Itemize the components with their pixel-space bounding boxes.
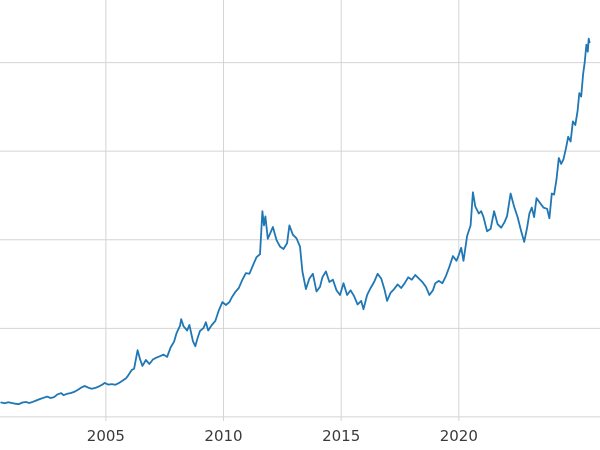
price-line-series [0, 37, 591, 406]
series-layer [0, 37, 591, 406]
x-tick-label: 2010 [204, 427, 242, 445]
x-axis-tick-labels: 2005 2010 2015 2020 [87, 427, 478, 445]
x-tick-label: 2015 [322, 427, 360, 445]
grid-layer [0, 0, 600, 421]
x-tick-label: 2020 [440, 427, 478, 445]
x-tick-label: 2005 [87, 427, 125, 445]
